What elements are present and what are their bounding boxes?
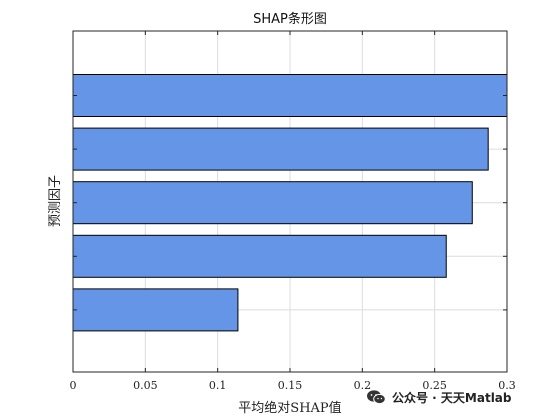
bar-4 — [72, 234, 447, 278]
wechat-icon — [367, 390, 386, 405]
axis-ticks — [72, 31, 508, 372]
x-tick-label: 0 — [70, 379, 77, 392]
watermark-text: 公众号 · 天天Matlab — [392, 390, 512, 405]
chart-title: SHAP条形图 — [253, 11, 327, 27]
bars — [72, 74, 508, 332]
x-tick-label: 0.15 — [278, 379, 303, 392]
watermark: 公众号 · 天天Matlab — [366, 386, 512, 408]
x-tick-label: 0.1 — [209, 379, 227, 392]
x-axis-label: 平均绝对SHAP值 — [238, 400, 341, 416]
x-tick-label: 0.3 — [498, 379, 516, 392]
y-axis-label: 预测因子 — [48, 175, 63, 227]
bar-2 — [72, 127, 489, 171]
x-tick-label: 0.2 — [354, 379, 372, 392]
bar-5 — [72, 288, 239, 332]
x-tick-label: 0.25 — [422, 379, 447, 392]
bar-1 — [72, 74, 508, 117]
x-tick-label: 0.05 — [133, 379, 158, 392]
x-tick-labels: 0 0.05 0.1 0.15 0.2 0.25 0.3 — [70, 379, 516, 392]
bar-3 — [72, 181, 473, 225]
